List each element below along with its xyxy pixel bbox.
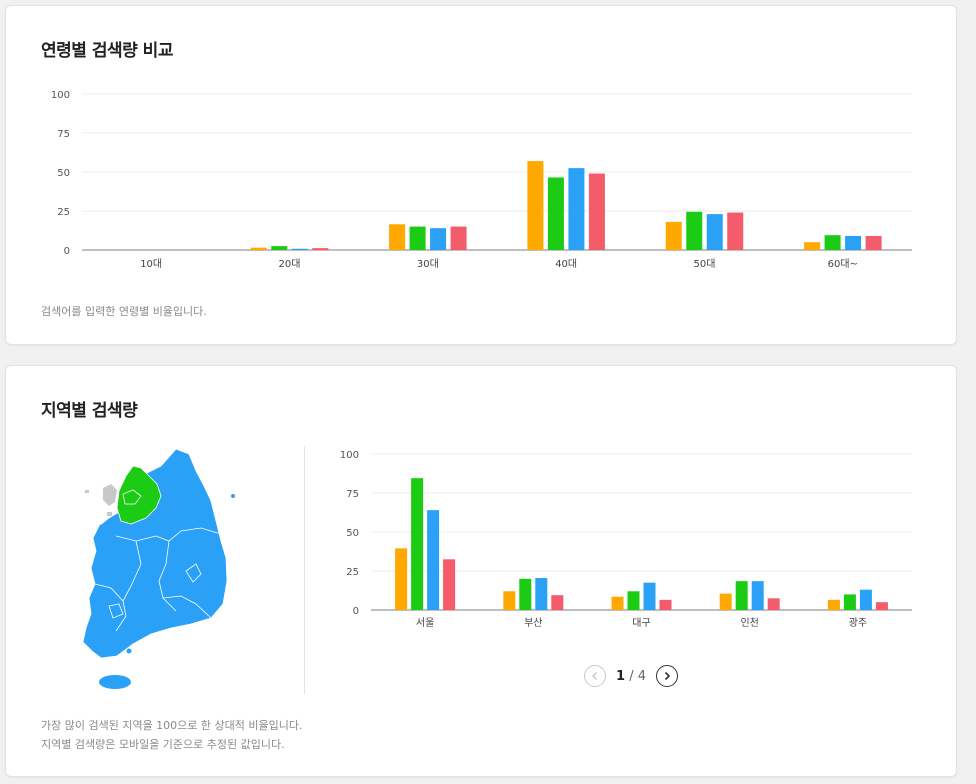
- vertical-divider: [304, 446, 305, 694]
- bar: [843, 594, 856, 610]
- bar: [767, 598, 780, 610]
- x-tick-label: 30대: [417, 258, 439, 270]
- age-card-note: 검색어를 입력한 연령별 비율입니다.: [41, 305, 207, 318]
- bar: [395, 548, 408, 610]
- bar: [751, 581, 764, 610]
- bar: [551, 595, 564, 610]
- x-tick-label: 40대: [555, 258, 577, 270]
- bar: [706, 214, 723, 250]
- map-region-south[interactable]: [82, 448, 228, 659]
- y-tick-label: 25: [346, 567, 359, 578]
- chevron-right-icon: [664, 671, 671, 681]
- region-card-notes: 가장 많이 검색된 지역을 100으로 한 상대적 비율입니다. 지역별 검색량…: [41, 716, 303, 754]
- bar: [568, 168, 585, 250]
- x-tick-label: 부산: [524, 617, 542, 629]
- chevron-left-icon: [591, 671, 598, 681]
- bar: [865, 235, 882, 250]
- x-tick-label: 광주: [849, 617, 867, 629]
- bar: [271, 246, 288, 250]
- x-tick-label: 인천: [740, 617, 758, 629]
- y-tick-label: 75: [57, 129, 70, 140]
- bar: [845, 235, 862, 250]
- region-bar-chart: 0 25 50 75 100 서울 부산 대구 인천 광주: [340, 450, 912, 629]
- bar: [389, 224, 406, 250]
- bar: [588, 173, 605, 250]
- region-note-2: 지역별 검색량은 모바일을 기준으로 추정된 값입니다.: [41, 738, 285, 751]
- bar: [665, 221, 682, 250]
- bar: [686, 211, 703, 250]
- map-region-seoul[interactable]: [116, 465, 162, 525]
- bar: [735, 581, 748, 610]
- region-search-card: 지역별 검색량: [5, 365, 957, 777]
- current-page: 1: [616, 668, 626, 684]
- region-card-title: 지역별 검색량: [41, 401, 138, 421]
- x-tick-label: 10대: [140, 258, 162, 270]
- x-tick-label: 60대~: [828, 258, 858, 270]
- bar: [827, 599, 840, 610]
- bar: [824, 235, 841, 250]
- y-tick-label: 75: [346, 489, 359, 500]
- page-separator: /: [629, 668, 634, 684]
- y-tick-label: 50: [57, 168, 70, 179]
- bar: [411, 478, 424, 610]
- region-pagination: 1 / 4: [584, 664, 678, 688]
- age-comparison-card: 연령별 검색량 비교 0 25 50 75 100 10대 20대 30대 40대 50대 60대~…: [5, 5, 957, 345]
- x-tick-label: 대구: [632, 617, 650, 629]
- bar: [250, 247, 267, 250]
- bar: [409, 226, 426, 250]
- bar: [627, 591, 640, 610]
- korea-region-map[interactable]: [71, 446, 236, 696]
- prev-page-button[interactable]: [584, 665, 606, 687]
- y-tick-label: 100: [51, 90, 70, 101]
- bar: [519, 578, 532, 610]
- bar: [719, 593, 732, 610]
- bar: [804, 242, 821, 250]
- bar: [659, 599, 672, 610]
- bar: [450, 226, 467, 250]
- x-tick-label: 20대: [279, 258, 301, 270]
- bar: [527, 161, 544, 250]
- bar: [443, 559, 456, 610]
- bar: [291, 248, 308, 250]
- y-tick-label: 0: [64, 246, 70, 257]
- bar: [727, 212, 744, 250]
- bar: [859, 589, 872, 610]
- map-region-jeju[interactable]: [99, 675, 131, 689]
- region-note-1: 가장 많이 검색된 지역을 100으로 한 상대적 비율입니다.: [41, 719, 303, 732]
- bar: [535, 578, 548, 610]
- bar: [503, 591, 516, 610]
- korea-map-graphic: [82, 448, 235, 689]
- age-bar-chart: 0 25 50 75 100 10대 20대 30대 40대 50대 60대~: [51, 90, 912, 270]
- map-region-other: [103, 484, 117, 506]
- y-tick-label: 0: [353, 606, 359, 617]
- next-page-button[interactable]: [656, 665, 678, 687]
- bar: [547, 177, 564, 250]
- bar: [427, 510, 440, 610]
- bar: [312, 248, 329, 250]
- bar: [611, 596, 624, 610]
- x-tick-label: 50대: [694, 258, 716, 270]
- total-pages: 4: [637, 668, 646, 684]
- x-tick-label: 서울: [416, 617, 434, 629]
- bar: [875, 602, 888, 610]
- y-tick-label: 25: [57, 207, 70, 218]
- bar: [430, 228, 447, 250]
- bar: [643, 582, 656, 610]
- y-tick-label: 50: [346, 528, 359, 539]
- age-card-title: 연령별 검색량 비교: [41, 41, 173, 61]
- y-tick-label: 100: [340, 450, 359, 461]
- page-indicator: 1 / 4: [612, 669, 650, 684]
